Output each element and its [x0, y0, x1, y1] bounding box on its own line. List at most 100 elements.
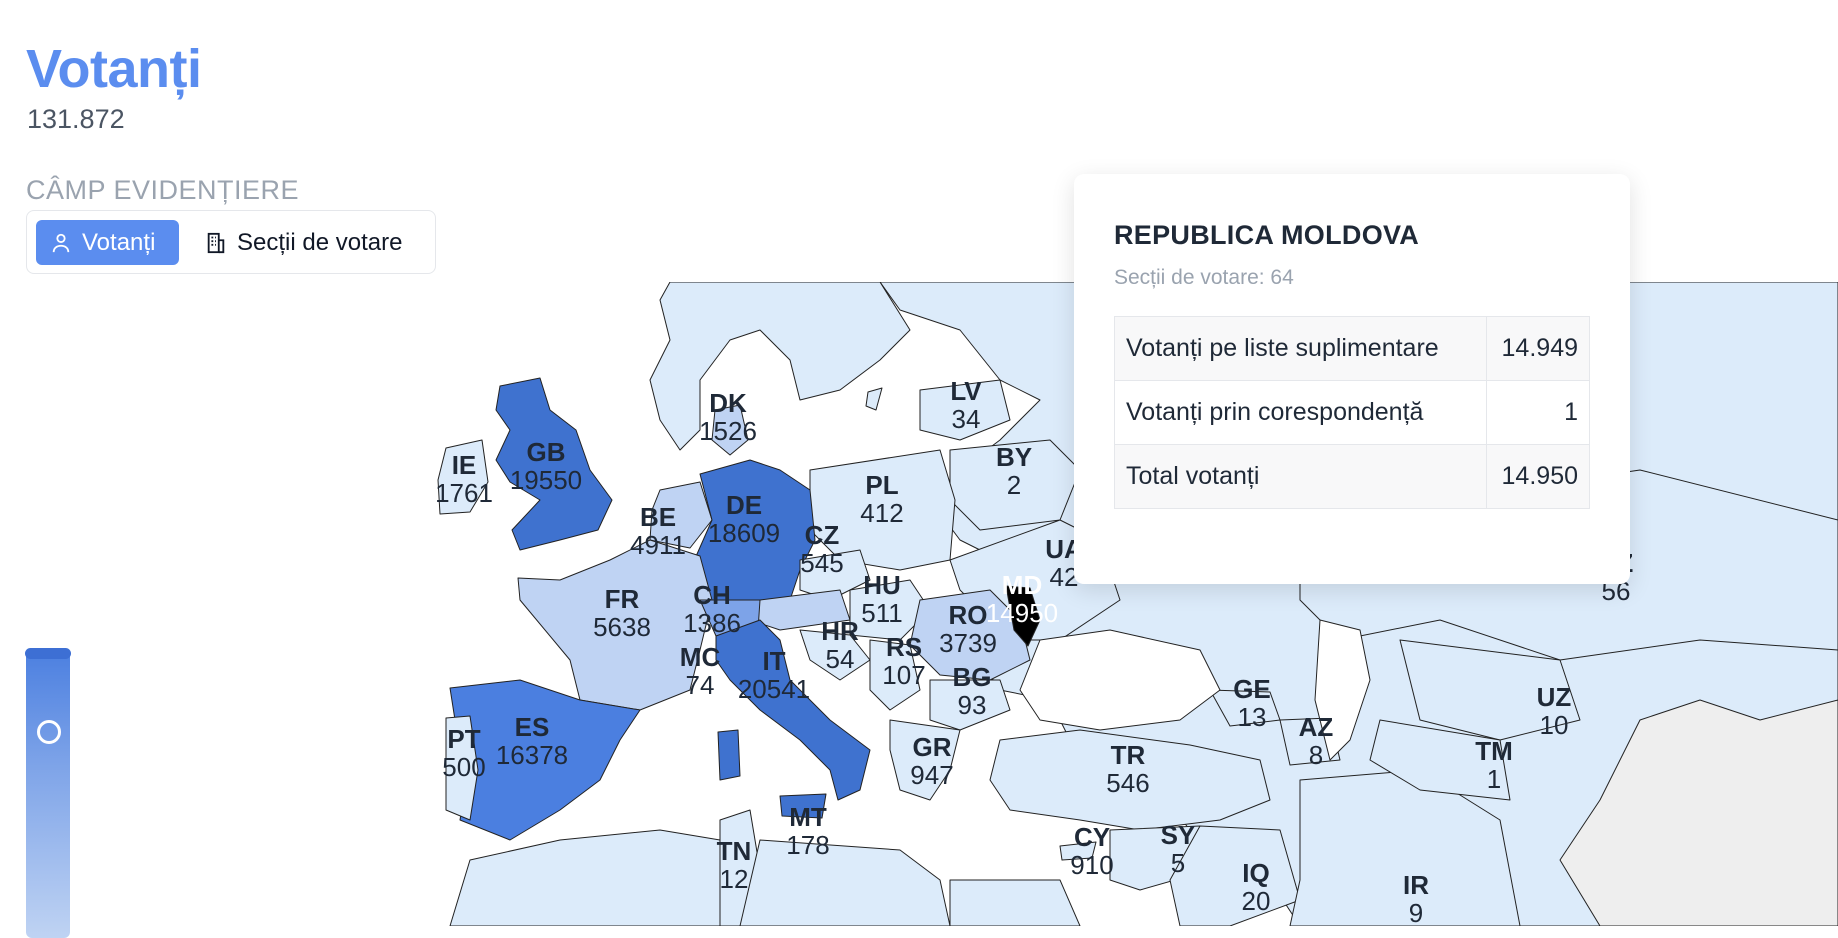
sections-toggle-button[interactable]: Secții de votare	[191, 220, 429, 265]
voters-toggle-button[interactable]: Votanți	[36, 220, 179, 265]
tooltip-table: Votanți pe liste suplimentare 14.949 Vot…	[1114, 316, 1590, 509]
row-label: Votanți prin corespondență	[1114, 380, 1487, 445]
country-value-label: 1	[1487, 764, 1501, 794]
tooltip-sections-count: Secții de votare: 64	[1114, 266, 1294, 289]
country-value-label: 9	[1409, 898, 1423, 926]
country-code-label: TR	[1111, 740, 1146, 770]
country-code-label: IE	[452, 450, 477, 480]
country-code-label: HU	[863, 570, 901, 600]
country-ie[interactable]	[437, 439, 489, 515]
country-code-label: CZ	[805, 520, 840, 550]
country-value-label: 20	[1242, 886, 1271, 916]
country-it-sicily[interactable]	[779, 793, 827, 819]
country-cy[interactable]	[1059, 841, 1097, 861]
country-value-label: 16378	[496, 740, 568, 770]
country-code-label: TM	[1475, 736, 1513, 766]
legend-knob[interactable]	[37, 720, 61, 744]
country-code-label: DK	[709, 388, 747, 418]
country-value-label: 18609	[708, 518, 780, 548]
country-code-label: BG	[953, 662, 992, 692]
country-value-label: 13	[1238, 702, 1267, 732]
black-sea	[1019, 629, 1221, 731]
country-code-label: MT	[789, 802, 827, 832]
country-tr[interactable]	[989, 729, 1271, 831]
country-value-label: 947	[910, 760, 953, 790]
country-gb[interactable]	[495, 377, 613, 551]
country-value-label: 19550	[510, 465, 582, 495]
country-code-label: BE	[640, 502, 676, 532]
country-code-label: PT	[447, 724, 480, 754]
country-uz[interactable]	[1399, 639, 1581, 741]
country-value-label: 12	[720, 864, 749, 894]
country-value-label: 5	[1171, 848, 1185, 878]
country-value-label: 178	[786, 830, 829, 860]
country-bg[interactable]	[929, 679, 1011, 731]
page-title: Votanți	[26, 39, 202, 99]
country-code-label: IR	[1403, 870, 1429, 900]
country-code-label: GE	[1233, 674, 1271, 704]
country-af[interactable]	[1559, 699, 1838, 926]
country-rs[interactable]	[869, 639, 921, 711]
country-iq[interactable]	[1169, 825, 1301, 926]
country-code-label: BY	[996, 442, 1032, 472]
country-value-label: 14950	[986, 598, 1058, 628]
row-label: Votanți pe liste suplimentare	[1114, 316, 1487, 381]
country-dk[interactable]	[711, 404, 749, 456]
country-tm[interactable]	[1369, 719, 1511, 801]
country-value-label: 107	[882, 660, 925, 690]
building-icon	[207, 232, 225, 253]
country-value-label: 2	[1007, 470, 1021, 500]
country-be[interactable]	[649, 481, 713, 549]
country-value-label: 93	[958, 690, 987, 720]
table-row: Votanți pe liste suplimentare 14.949	[1114, 316, 1590, 381]
country-it[interactable]	[715, 619, 871, 801]
country-code-label: RO	[949, 600, 988, 630]
country-value-label: 8	[1309, 740, 1323, 770]
country-code-label: UZ	[1537, 682, 1572, 712]
tooltip-country-name: REPUBLICA MOLDOVA	[1114, 220, 1420, 250]
country-code-label: MC	[680, 642, 721, 672]
country-fr[interactable]	[517, 539, 713, 711]
country-dz[interactable]	[449, 829, 721, 926]
country-code-label: CY	[1074, 822, 1110, 852]
highlight-field-label: CÂMP EVIDENȚIERE	[26, 175, 300, 205]
country-value-label: 3739	[939, 628, 997, 658]
country-lv[interactable]	[919, 379, 1011, 441]
row-label: Total votanți	[1114, 444, 1487, 509]
country-code-label: IT	[762, 646, 785, 676]
country-value-label: 500	[442, 752, 485, 782]
country-ro[interactable]	[909, 589, 1031, 681]
legend-scale[interactable]	[25, 648, 71, 938]
country-value-label: 412	[860, 498, 903, 528]
country-code-label: GB	[527, 437, 566, 467]
country-code-label: TN	[717, 836, 752, 866]
country-no-se[interactable]	[649, 282, 911, 451]
country-tooltip: REPUBLICA MOLDOVA Secții de votare: 64 V…	[1074, 174, 1630, 584]
country-code-label: HR	[821, 616, 859, 646]
country-pt[interactable]	[445, 715, 479, 821]
island-gotland	[865, 387, 883, 411]
voters-toggle-label: Votanți	[82, 228, 156, 256]
country-code-label: PL	[865, 470, 898, 500]
country-value-label: 1761	[435, 478, 493, 508]
country-md[interactable]	[1005, 585, 1041, 647]
user-icon	[52, 233, 70, 252]
table-row: Total votanți 14.950	[1114, 444, 1590, 509]
country-code-label: SY	[1161, 820, 1196, 850]
country-hr[interactable]	[799, 629, 871, 681]
country-code-label: FR	[605, 584, 640, 614]
country-value-label: 1526	[699, 416, 757, 446]
legend-handle[interactable]	[25, 648, 71, 659]
country-value-label: 546	[1106, 768, 1149, 798]
country-gr[interactable]	[889, 719, 961, 801]
country-code-label: CH	[693, 580, 731, 610]
country-value-label: 54	[826, 644, 855, 674]
country-eg[interactable]	[949, 879, 1081, 926]
country-ly[interactable]	[739, 839, 951, 926]
highlight-toggle: Votanți Secții de votare	[26, 210, 436, 274]
country-code-label: DE	[726, 490, 762, 520]
country-value-label: 910	[1070, 850, 1113, 880]
country-it-sardinia[interactable]	[717, 729, 741, 781]
country-value-label: 74	[686, 670, 715, 700]
country-value-label: 1386	[683, 608, 741, 638]
